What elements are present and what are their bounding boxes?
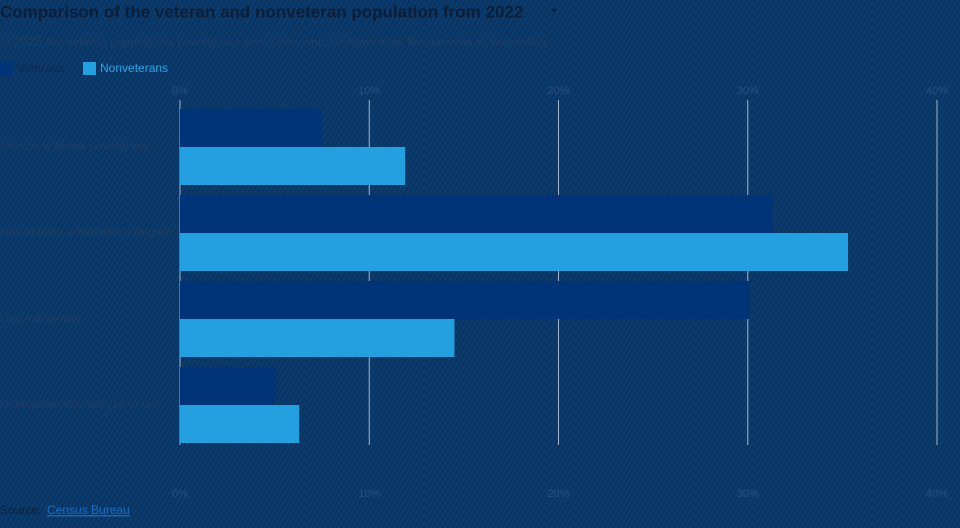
- x-tick-label: 20%: [547, 85, 569, 97]
- bar: [180, 195, 773, 233]
- x-tick-label: 20%: [547, 488, 569, 500]
- x-tick-label: 30%: [737, 488, 759, 500]
- bar: [180, 367, 275, 405]
- bar: [180, 147, 406, 185]
- source-link[interactable]: Census Bureau: [47, 503, 130, 517]
- bar: [180, 319, 455, 357]
- x-tick-label: 30%: [737, 85, 759, 97]
- category-label: Income is below poverty line: [0, 139, 151, 153]
- x-tick-label: 0%: [172, 488, 188, 500]
- category-label: Has at least a bachelor's degree: [0, 225, 172, 239]
- x-tick-label: 10%: [358, 488, 380, 500]
- category-label: Unemployment rate (18 to 64): [0, 397, 159, 411]
- bar: [180, 405, 300, 443]
- x-tick-label: 40%: [926, 488, 948, 500]
- legend-swatch: [83, 62, 96, 75]
- x-tick-label: 0%: [172, 85, 188, 97]
- chart-title: Comparison of the veteran and nonveteran…: [0, 2, 523, 21]
- bar: [180, 233, 849, 271]
- x-tick-label: 10%: [358, 85, 380, 97]
- dropdown-icon[interactable]: [551, 9, 557, 13]
- legend-label: Nonveterans: [100, 61, 168, 75]
- bar: [180, 281, 750, 319]
- legend-label: Veterans: [17, 61, 64, 75]
- category-label: Has a disability: [0, 311, 81, 325]
- x-tick-label: 40%: [926, 85, 948, 97]
- source-label: Source:: [0, 503, 41, 517]
- chart-subtitle: In 2022, the veteran population's povert…: [0, 35, 549, 49]
- bar: [180, 109, 322, 147]
- legend-swatch: [0, 62, 13, 75]
